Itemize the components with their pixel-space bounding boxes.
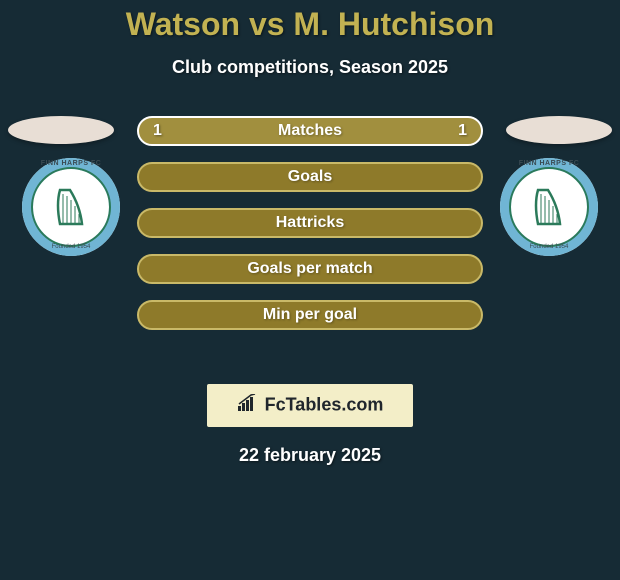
badge-founded: Founded 1954 <box>22 244 120 250</box>
main-area: FINN HARPS FC Founded 1954 <box>0 116 620 376</box>
date: 22 february 2025 <box>0 445 620 466</box>
player-col-left: FINN HARPS FC Founded 1954 <box>0 116 120 256</box>
stat-label: Goals per match <box>247 260 372 278</box>
badge-club-name: FINN HARPS FC <box>500 160 598 167</box>
stat-label: Min per goal <box>263 306 357 324</box>
fctables-logo: FcTables.com <box>207 384 414 427</box>
badge-club-name: FINN HARPS FC <box>22 160 120 167</box>
logo-text: FcTables.com <box>265 394 384 414</box>
chart-icon <box>237 394 259 417</box>
stat-value-right: 1 <box>458 122 467 140</box>
player-photo-placeholder-left <box>8 116 114 144</box>
stat-value-left: 1 <box>153 122 162 140</box>
stats-column: 1 Matches 1 Goals Hattricks Goals per ma… <box>137 116 483 330</box>
stat-row-min-per-goal: Min per goal <box>137 300 483 330</box>
subtitle: Club competitions, Season 2025 <box>0 57 620 78</box>
stat-label: Matches <box>278 122 342 140</box>
footer: FcTables.com 22 february 2025 <box>0 384 620 466</box>
stat-row-goals: Goals <box>137 162 483 192</box>
player-photo-placeholder-right <box>506 116 612 144</box>
page-title: Watson vs M. Hutchison <box>0 6 620 43</box>
stat-row-goals-per-match: Goals per match <box>137 254 483 284</box>
stat-row-hattricks: Hattricks <box>137 208 483 238</box>
club-badge-right: FINN HARPS FC Founded 1954 <box>500 158 598 256</box>
comparison-card: Watson vs M. Hutchison Club competitions… <box>0 0 620 466</box>
badge-founded: Founded 1954 <box>500 244 598 250</box>
player-col-right: FINN HARPS FC Founded 1954 <box>500 116 620 256</box>
club-badge-left: FINN HARPS FC Founded 1954 <box>22 158 120 256</box>
harp-icon <box>528 184 570 230</box>
stat-label: Goals <box>288 168 332 186</box>
harp-icon <box>50 184 92 230</box>
stat-row-matches: 1 Matches 1 <box>137 116 483 146</box>
stat-label: Hattricks <box>276 214 344 232</box>
